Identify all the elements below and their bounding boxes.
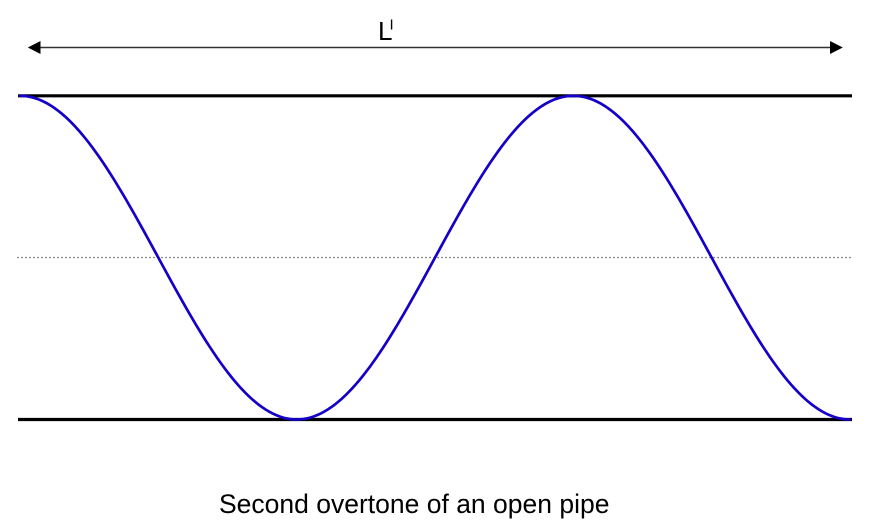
svg-text:I: I (390, 17, 394, 34)
